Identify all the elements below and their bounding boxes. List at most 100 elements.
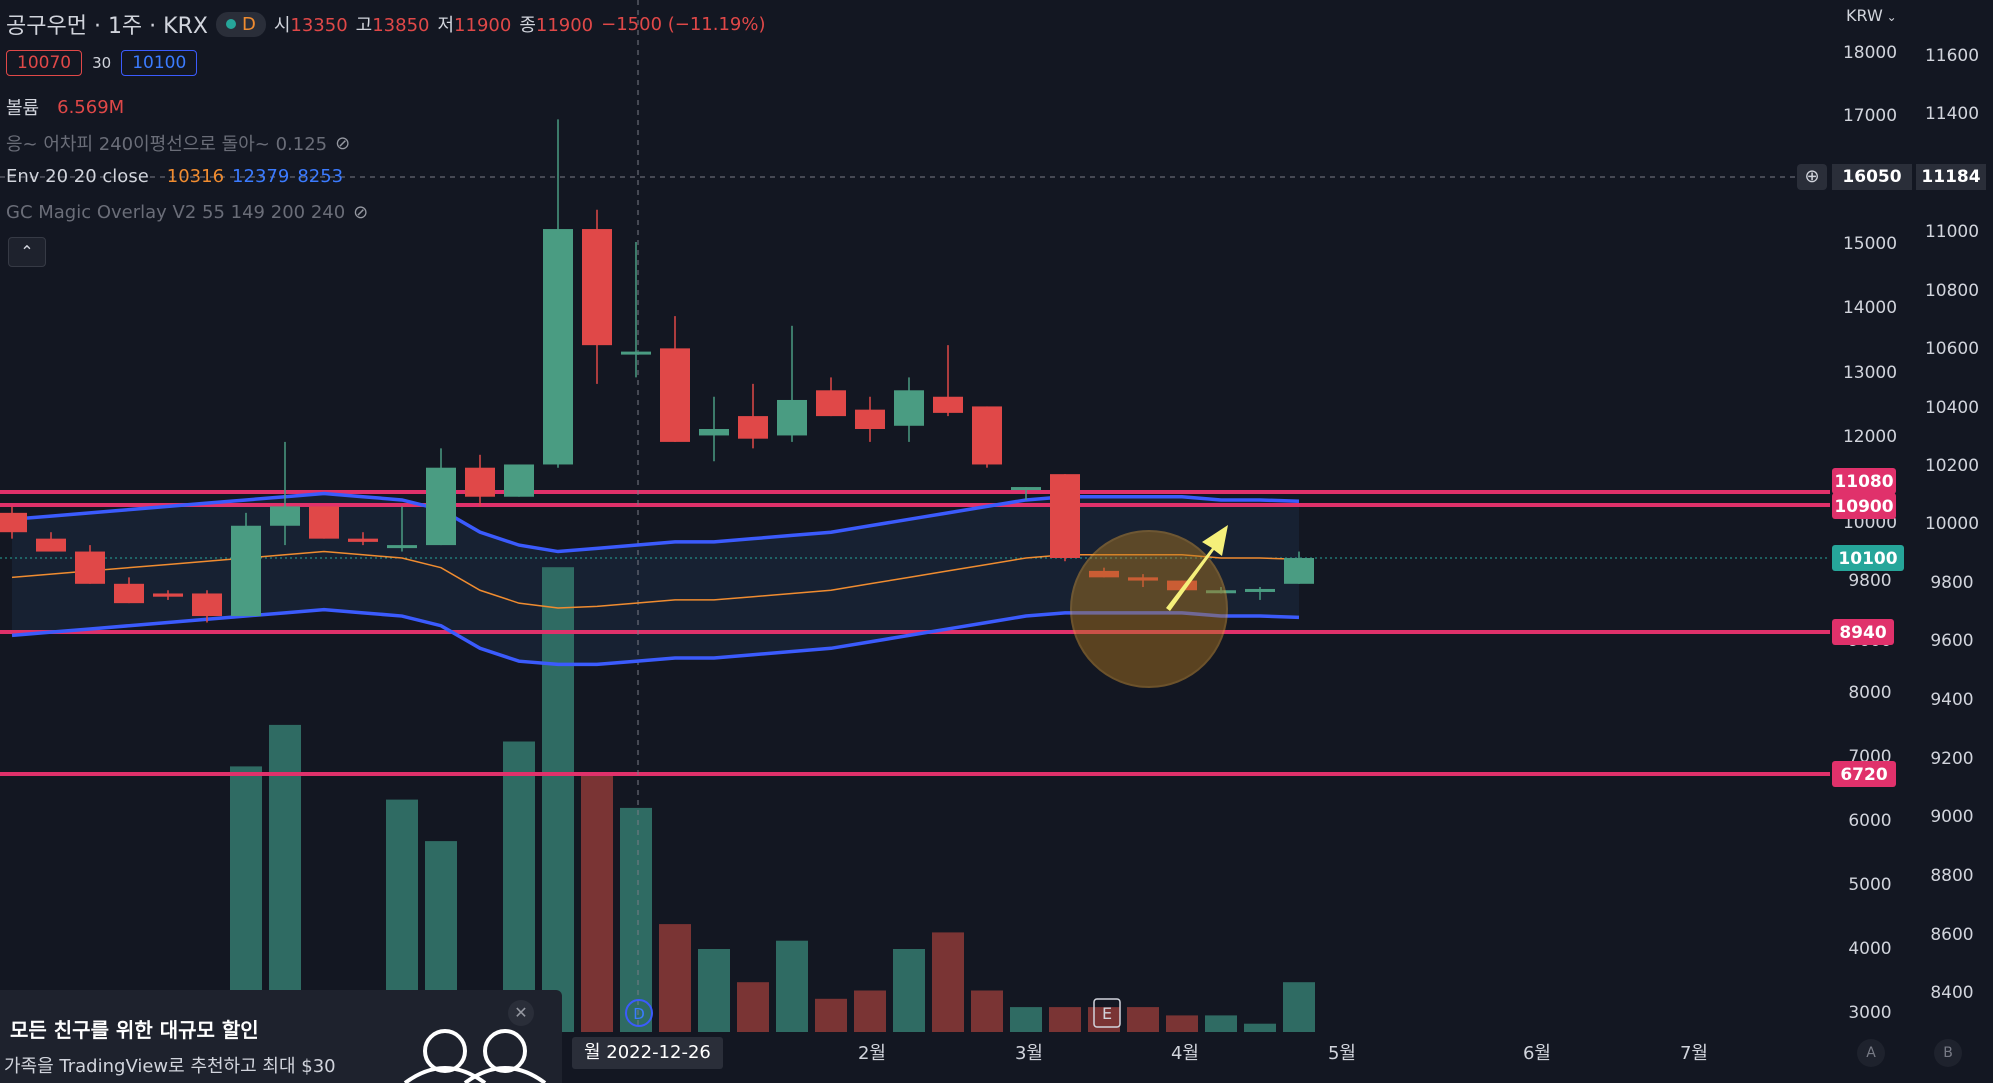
volume-label: 볼륨 (6, 98, 40, 119)
volume-bar (1205, 1015, 1237, 1032)
envelope-mid-line (11, 550, 1300, 609)
envelope-upper-line (11, 491, 1300, 554)
left-axis-tick: 14000 (1843, 298, 1897, 318)
candle-body (543, 229, 573, 465)
candle-body (426, 467, 456, 546)
candle-body (1284, 558, 1314, 584)
sell-button[interactable]: 10070 (6, 50, 83, 76)
level-tag-bg (1832, 468, 1896, 494)
left-axis-tick: 18000 (1843, 43, 1897, 63)
dividend-marker-label: D (633, 1005, 645, 1023)
candle-body (114, 583, 144, 604)
level-tag-bg (1832, 619, 1894, 645)
add-alert-icon[interactable]: ⊕ (1797, 164, 1827, 190)
right-axis-tick: 9600 (1930, 631, 1973, 651)
right-axis-tick: 9000 (1930, 807, 1973, 827)
volume-bar (620, 807, 652, 1032)
candle-body (465, 467, 495, 497)
ohlc-high: 고13850 (355, 15, 430, 36)
auto-scale-button[interactable]: A (1857, 1039, 1885, 1067)
candle-body (1128, 577, 1158, 581)
market-status-badge[interactable]: D (215, 11, 266, 37)
promo-card[interactable]: 모든 친구를 위한 대규모 할인 가족을 TradingView로 추천하고 최… (0, 990, 562, 1083)
volume-legend[interactable]: 볼륨 6.569M (6, 94, 124, 120)
candle-body (738, 416, 768, 439)
time-axis-label: 6월 (1523, 1043, 1551, 1064)
log-scale-button[interactable]: B (1934, 1039, 1962, 1067)
volume-bar (932, 932, 964, 1032)
promo-body: 가족을 TradingView로 추천하고 최대 $30 (4, 1056, 336, 1077)
volume-bar (815, 998, 847, 1032)
volume-bar (1244, 1023, 1276, 1032)
candle-body (1206, 590, 1236, 594)
candle-body (387, 545, 417, 549)
time-axis-label: 2월 (858, 1043, 886, 1064)
time-axis-label: 4월 (1171, 1043, 1199, 1064)
level-price-tag: 6720 (1832, 761, 1896, 787)
left-axis-tick: 13000 (1843, 363, 1897, 383)
currency-selector[interactable]: KRW ⌄ (1846, 6, 1897, 25)
level-tag-label: 10100 (1838, 549, 1897, 569)
candle-body (582, 229, 612, 346)
candle-body (1245, 588, 1275, 592)
left-axis-tick: 6000 (1848, 811, 1891, 831)
candle-body (1011, 487, 1041, 491)
left-axis-tick: 12000 (1843, 427, 1897, 447)
candle-body (153, 593, 183, 597)
ma-legend[interactable]: 응~ 어차피 240이평선으로 돌아~ 0.125 ⊘ (6, 130, 350, 156)
left-axis-tick: 9800 (1848, 571, 1891, 591)
time-axis-label: 3월 (1015, 1043, 1043, 1064)
volume-bar (854, 990, 886, 1032)
volume-bar (659, 924, 691, 1032)
candle-body (192, 593, 222, 617)
candle-body (348, 538, 378, 542)
candle-body (1050, 474, 1080, 558)
right-axis-tick: 9400 (1930, 690, 1973, 710)
volume-bar (503, 741, 535, 1032)
env-label: Env 20 20 close (6, 166, 149, 187)
crosshair-price-left: 16050 (1832, 164, 1912, 190)
friends-icon (403, 1029, 547, 1083)
candle-body (699, 429, 729, 436)
candle-body (36, 538, 66, 552)
up-arrow-icon (1166, 525, 1228, 611)
left-axis-tick: 5000 (1848, 875, 1891, 895)
volume-bar (1283, 982, 1315, 1032)
left-axis-tick: 3000 (1848, 1003, 1891, 1023)
envelope-lower-line (11, 607, 1300, 667)
symbol-title[interactable]: 공구우먼 · 1주 · KRX (6, 14, 208, 39)
volume-bar (893, 949, 925, 1032)
volume-bar (542, 567, 574, 1032)
ohlc-open: 시13350 (273, 15, 348, 36)
eye-off-icon[interactable]: ⊘ (335, 132, 351, 154)
ma-label: 응~ 어차피 240이평선으로 돌아~ 0.125 (6, 134, 328, 155)
level-price-tag: 8940 (1832, 619, 1894, 645)
right-axis-tick: 9200 (1930, 749, 1973, 769)
candle-body (933, 396, 963, 413)
volume-bar (698, 949, 730, 1032)
chevron-up-icon[interactable]: ⌃ (8, 237, 46, 267)
crosshair-date: 월 2022-12-26 (572, 1037, 723, 1069)
magic-overlay-legend[interactable]: GC Magic Overlay V2 55 149 200 240 ⊘ (6, 202, 368, 223)
left-axis-tick: 17000 (1843, 106, 1897, 126)
candle-body (972, 406, 1002, 465)
candle-body (309, 506, 339, 539)
dividend-marker (625, 999, 653, 1027)
right-axis-tick: 11600 (1925, 46, 1979, 66)
trade-buttons: 10070 30 10100 (6, 50, 198, 76)
left-axis-tick: 8000 (1848, 683, 1891, 703)
volume-bar (581, 774, 613, 1032)
earnings-marker (1093, 998, 1121, 1028)
level-tag-bg (1832, 493, 1896, 519)
eye-off-icon[interactable]: ⊘ (353, 202, 369, 223)
left-axis-tick: 4000 (1848, 939, 1891, 959)
interval-badge: D (241, 13, 256, 35)
ohlc-close: 종11900 (519, 15, 594, 36)
candle-body (1089, 570, 1119, 578)
buy-button[interactable]: 10100 (121, 50, 198, 76)
env-legend[interactable]: Env 20 20 close 10316 12379 8253 (6, 166, 343, 187)
close-icon[interactable]: ✕ (508, 1000, 534, 1026)
right-axis-tick: 10400 (1925, 398, 1979, 418)
